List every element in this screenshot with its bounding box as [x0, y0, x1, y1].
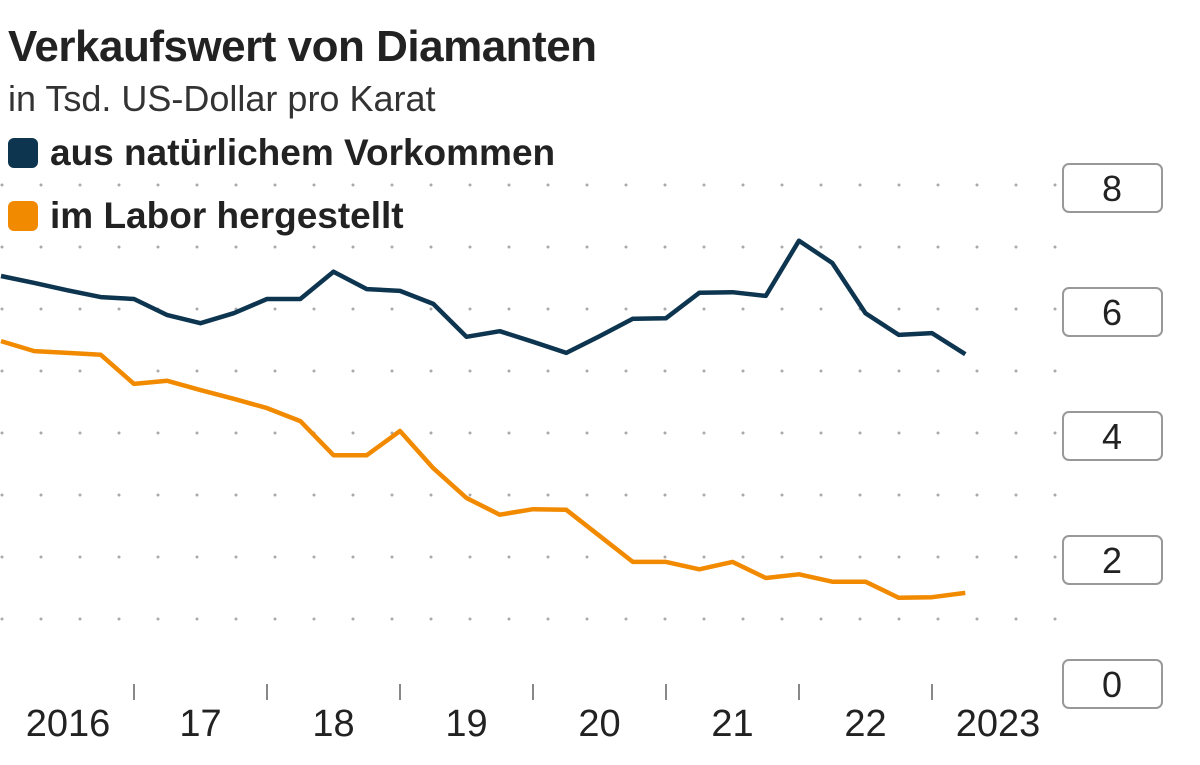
legend-label-lab: im Labor hergestellt: [50, 195, 404, 236]
x-tick-label: 18: [312, 703, 354, 745]
y-tick-label: 8: [1102, 168, 1122, 209]
y-tick-box: [1062, 535, 1163, 585]
x-tick-label: 19: [445, 703, 487, 745]
y-tick-label: 6: [1102, 292, 1122, 333]
x-tick-label: 2016: [26, 703, 111, 745]
legend-label-natural: aus natürlichem Vorkommen: [50, 132, 556, 173]
gridlines: [0, 183, 1062, 621]
legend-item-natural: aus natürlichem Vorkommen: [8, 132, 555, 174]
x-tick-label: 21: [711, 703, 753, 745]
chart-subtitle: in Tsd. US-Dollar pro Karat: [8, 78, 436, 119]
x-tick-label: 22: [844, 703, 886, 745]
y-tick-label: 4: [1102, 416, 1122, 457]
chart-title: Verkaufswert von Diamanten: [8, 22, 597, 71]
y-tick-label: 2: [1102, 540, 1122, 581]
y-tick-label: 0: [1102, 664, 1122, 705]
legend-swatch-lab: [8, 201, 38, 231]
legend-item-lab: im Labor hergestellt: [8, 195, 404, 237]
y-tick-box: [1062, 287, 1163, 337]
legend-swatch-natural: [8, 138, 38, 168]
series-line-lab: [0, 338, 966, 601]
y-tick-box: [1062, 659, 1163, 709]
x-tick-label: 17: [179, 703, 221, 745]
y-tick-box: [1062, 163, 1163, 213]
x-tick-label: 2023: [956, 703, 1041, 745]
x-tick-label: 20: [578, 703, 620, 745]
y-tick-box: [1062, 411, 1163, 461]
series-line-natural: [0, 238, 967, 357]
